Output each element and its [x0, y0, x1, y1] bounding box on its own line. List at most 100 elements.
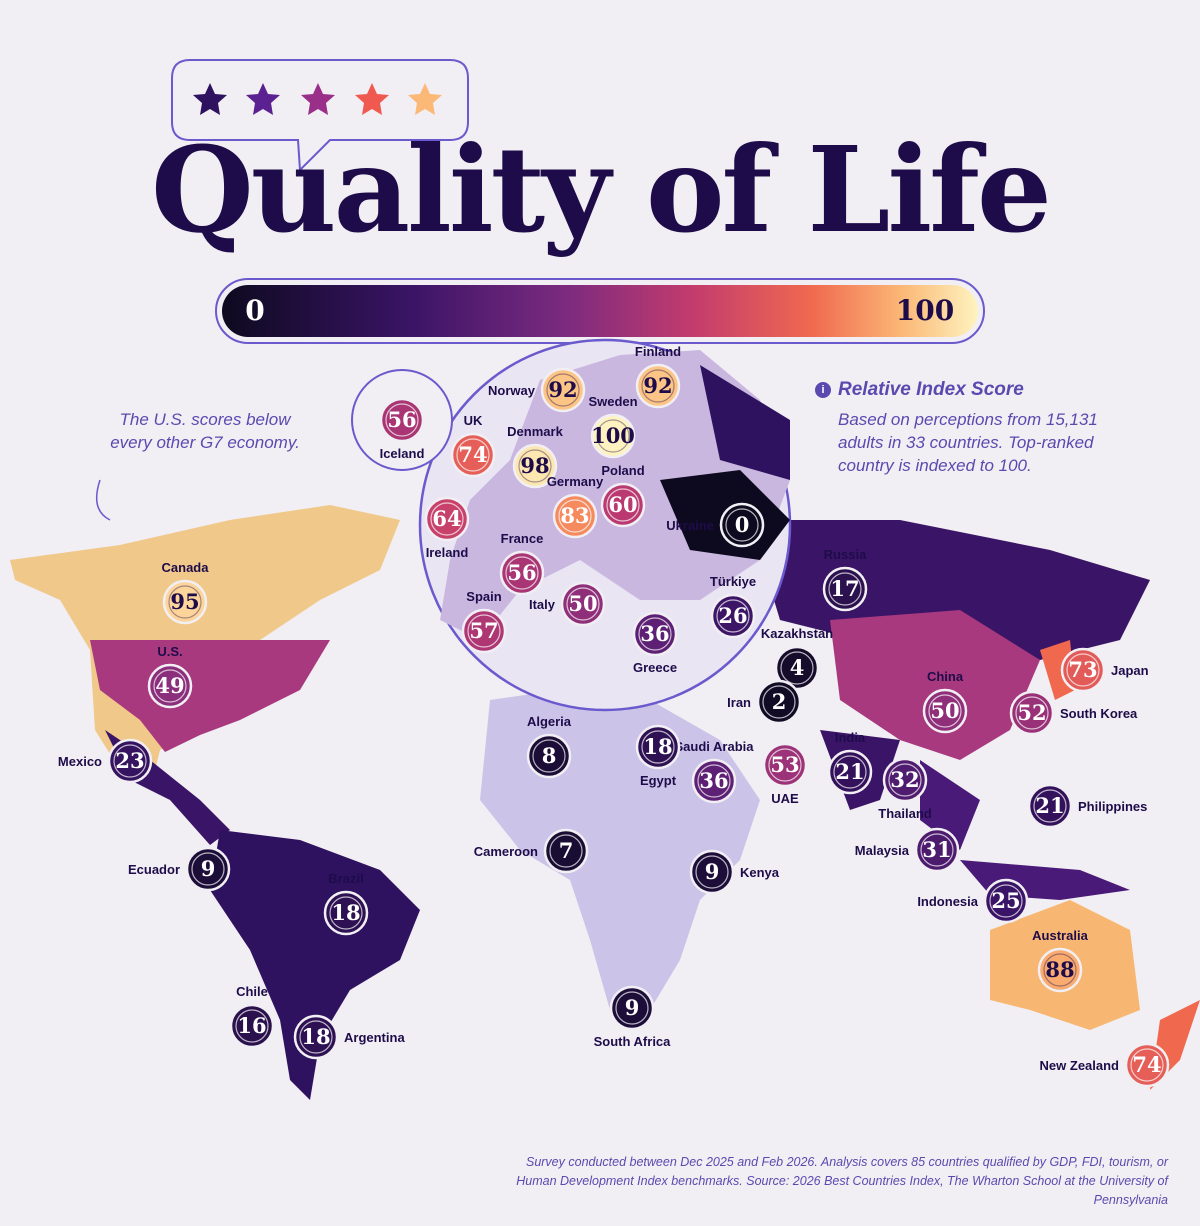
country-name: Italy	[529, 597, 556, 612]
country-name: India	[835, 730, 866, 745]
country-name: Denmark	[507, 424, 563, 439]
legend-min: 0	[245, 294, 264, 327]
score-circle	[1037, 947, 1083, 993]
score-ring	[235, 1009, 269, 1043]
country-name: Thailand	[878, 806, 932, 821]
score-circle	[983, 878, 1029, 924]
score-label: 56	[507, 560, 536, 585]
score-ring	[299, 1020, 333, 1054]
score-ring	[1066, 653, 1100, 687]
country-name: Japan	[1111, 663, 1149, 678]
country-name: Australia	[1032, 928, 1088, 943]
speech-bubble	[171, 59, 469, 173]
score-circle	[632, 611, 678, 657]
score-label: 16	[237, 1013, 266, 1038]
score-circle	[914, 827, 960, 873]
country-name: UK	[464, 413, 483, 428]
score-circle	[1009, 690, 1055, 736]
country-name: South Korea	[1060, 706, 1138, 721]
score-label: 53	[770, 752, 799, 777]
country-name: Türkiye	[710, 574, 756, 589]
annotation: The U.S. scores below every other G7 eco…	[110, 410, 300, 452]
score-circle	[499, 550, 545, 596]
score-label: 100	[591, 423, 635, 448]
country-name: China	[927, 669, 964, 684]
score-label: 2	[772, 689, 787, 714]
score-label: 52	[1017, 700, 1046, 725]
score-label: 74	[1132, 1052, 1161, 1077]
score-ring	[558, 499, 592, 533]
country-name: Ukraine	[666, 518, 714, 533]
score-ring	[191, 852, 225, 886]
score-ring	[113, 744, 147, 778]
score-circle	[882, 757, 928, 803]
score-circle	[710, 593, 756, 639]
score-label: 73	[1068, 657, 1097, 682]
score-label: 8	[542, 743, 557, 768]
score-label: 57	[469, 618, 498, 643]
score-label: 7	[559, 838, 574, 863]
score-circle	[762, 742, 808, 788]
country-name: South Africa	[594, 1034, 672, 1049]
country-name: Saudi Arabia	[675, 739, 755, 754]
score-circle	[590, 413, 636, 459]
score-label: 36	[640, 621, 669, 646]
score-ring	[641, 730, 675, 764]
score-circle	[323, 890, 369, 936]
score-ring	[1043, 953, 1077, 987]
score-circle	[719, 502, 765, 548]
score-circle	[560, 581, 606, 627]
score-label: 49	[155, 673, 184, 698]
annotation-arrow	[95, 479, 111, 521]
score-label: 74	[458, 442, 487, 467]
score-ring	[467, 614, 501, 648]
score-label: 50	[568, 591, 597, 616]
score-ring	[566, 587, 600, 621]
score-label: 60	[608, 492, 637, 517]
score-circle	[450, 432, 496, 478]
score-label: 18	[643, 734, 672, 759]
score-ring	[385, 403, 419, 437]
country-name: Canada	[162, 560, 210, 575]
country-name: Norway	[488, 383, 536, 398]
footnote: Survey conducted between Dec 2025 and Fe…	[516, 1155, 1168, 1207]
score-label: 25	[991, 888, 1020, 913]
score-ring	[920, 833, 954, 867]
score-label: 50	[930, 698, 959, 723]
score-ring	[1130, 1048, 1164, 1082]
score-ring	[641, 369, 675, 403]
score-circle	[379, 397, 425, 443]
score-ring	[606, 488, 640, 522]
score-ring	[725, 508, 759, 542]
score-ring	[716, 599, 750, 633]
score-ring	[456, 438, 490, 472]
score-ring	[546, 373, 580, 407]
score-label: 17	[830, 576, 859, 601]
score-label: 26	[718, 603, 747, 628]
score-circle	[1060, 647, 1106, 693]
score-circle	[526, 733, 572, 779]
score-ring	[828, 572, 862, 606]
score-circle	[756, 679, 802, 725]
country-name: Egypt	[640, 773, 677, 788]
score-label: 9	[201, 856, 216, 881]
country-name: Algeria	[527, 714, 572, 729]
country-name: Poland	[601, 463, 644, 478]
country-name: Sweden	[588, 394, 637, 409]
score-circle	[540, 367, 586, 413]
score-ring	[1033, 789, 1067, 823]
country-name: Iceland	[380, 446, 425, 461]
country-name: Finland	[635, 344, 681, 359]
country-name: Kenya	[740, 865, 780, 880]
score-label: 9	[705, 859, 720, 884]
score-ring	[888, 763, 922, 797]
country-name: UAE	[771, 791, 799, 806]
country-name: Ireland	[426, 545, 469, 560]
country-name: New Zealand	[1040, 1058, 1120, 1073]
score-ring	[532, 739, 566, 773]
score-circle	[1027, 783, 1073, 829]
score-label: 9	[625, 995, 640, 1020]
score-ring	[153, 669, 187, 703]
